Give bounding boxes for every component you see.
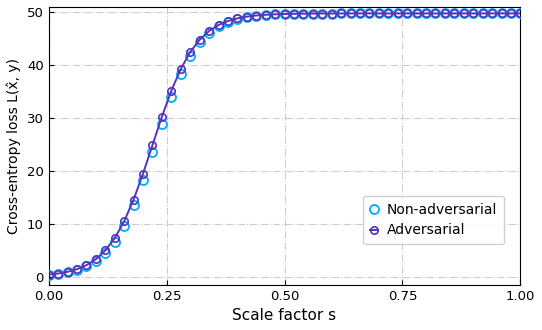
Non-adversarial [357, 12, 363, 16]
Adversarial [187, 50, 193, 54]
Adversarial [357, 12, 363, 16]
Non-adversarial [385, 12, 391, 16]
Y-axis label: Cross-entropy loss L(x̂, y): Cross-entropy loss L(x̂, y) [7, 58, 22, 234]
Line: Non-adversarial: Non-adversarial [44, 9, 525, 280]
Adversarial [196, 38, 203, 42]
Non-adversarial [187, 54, 193, 58]
Line: Adversarial: Adversarial [45, 10, 524, 278]
Non-adversarial [46, 273, 52, 277]
Adversarial [517, 12, 524, 16]
Non-adversarial [149, 150, 156, 154]
X-axis label: Scale factor s: Scale factor s [233, 308, 337, 323]
Legend: Non-adversarial, Adversarial: Non-adversarial, Adversarial [363, 196, 504, 245]
Non-adversarial [508, 12, 514, 16]
Adversarial [508, 12, 514, 16]
Adversarial [149, 143, 156, 147]
Adversarial [385, 12, 391, 16]
Adversarial [46, 273, 52, 277]
Non-adversarial [196, 41, 203, 45]
Non-adversarial [517, 12, 524, 16]
